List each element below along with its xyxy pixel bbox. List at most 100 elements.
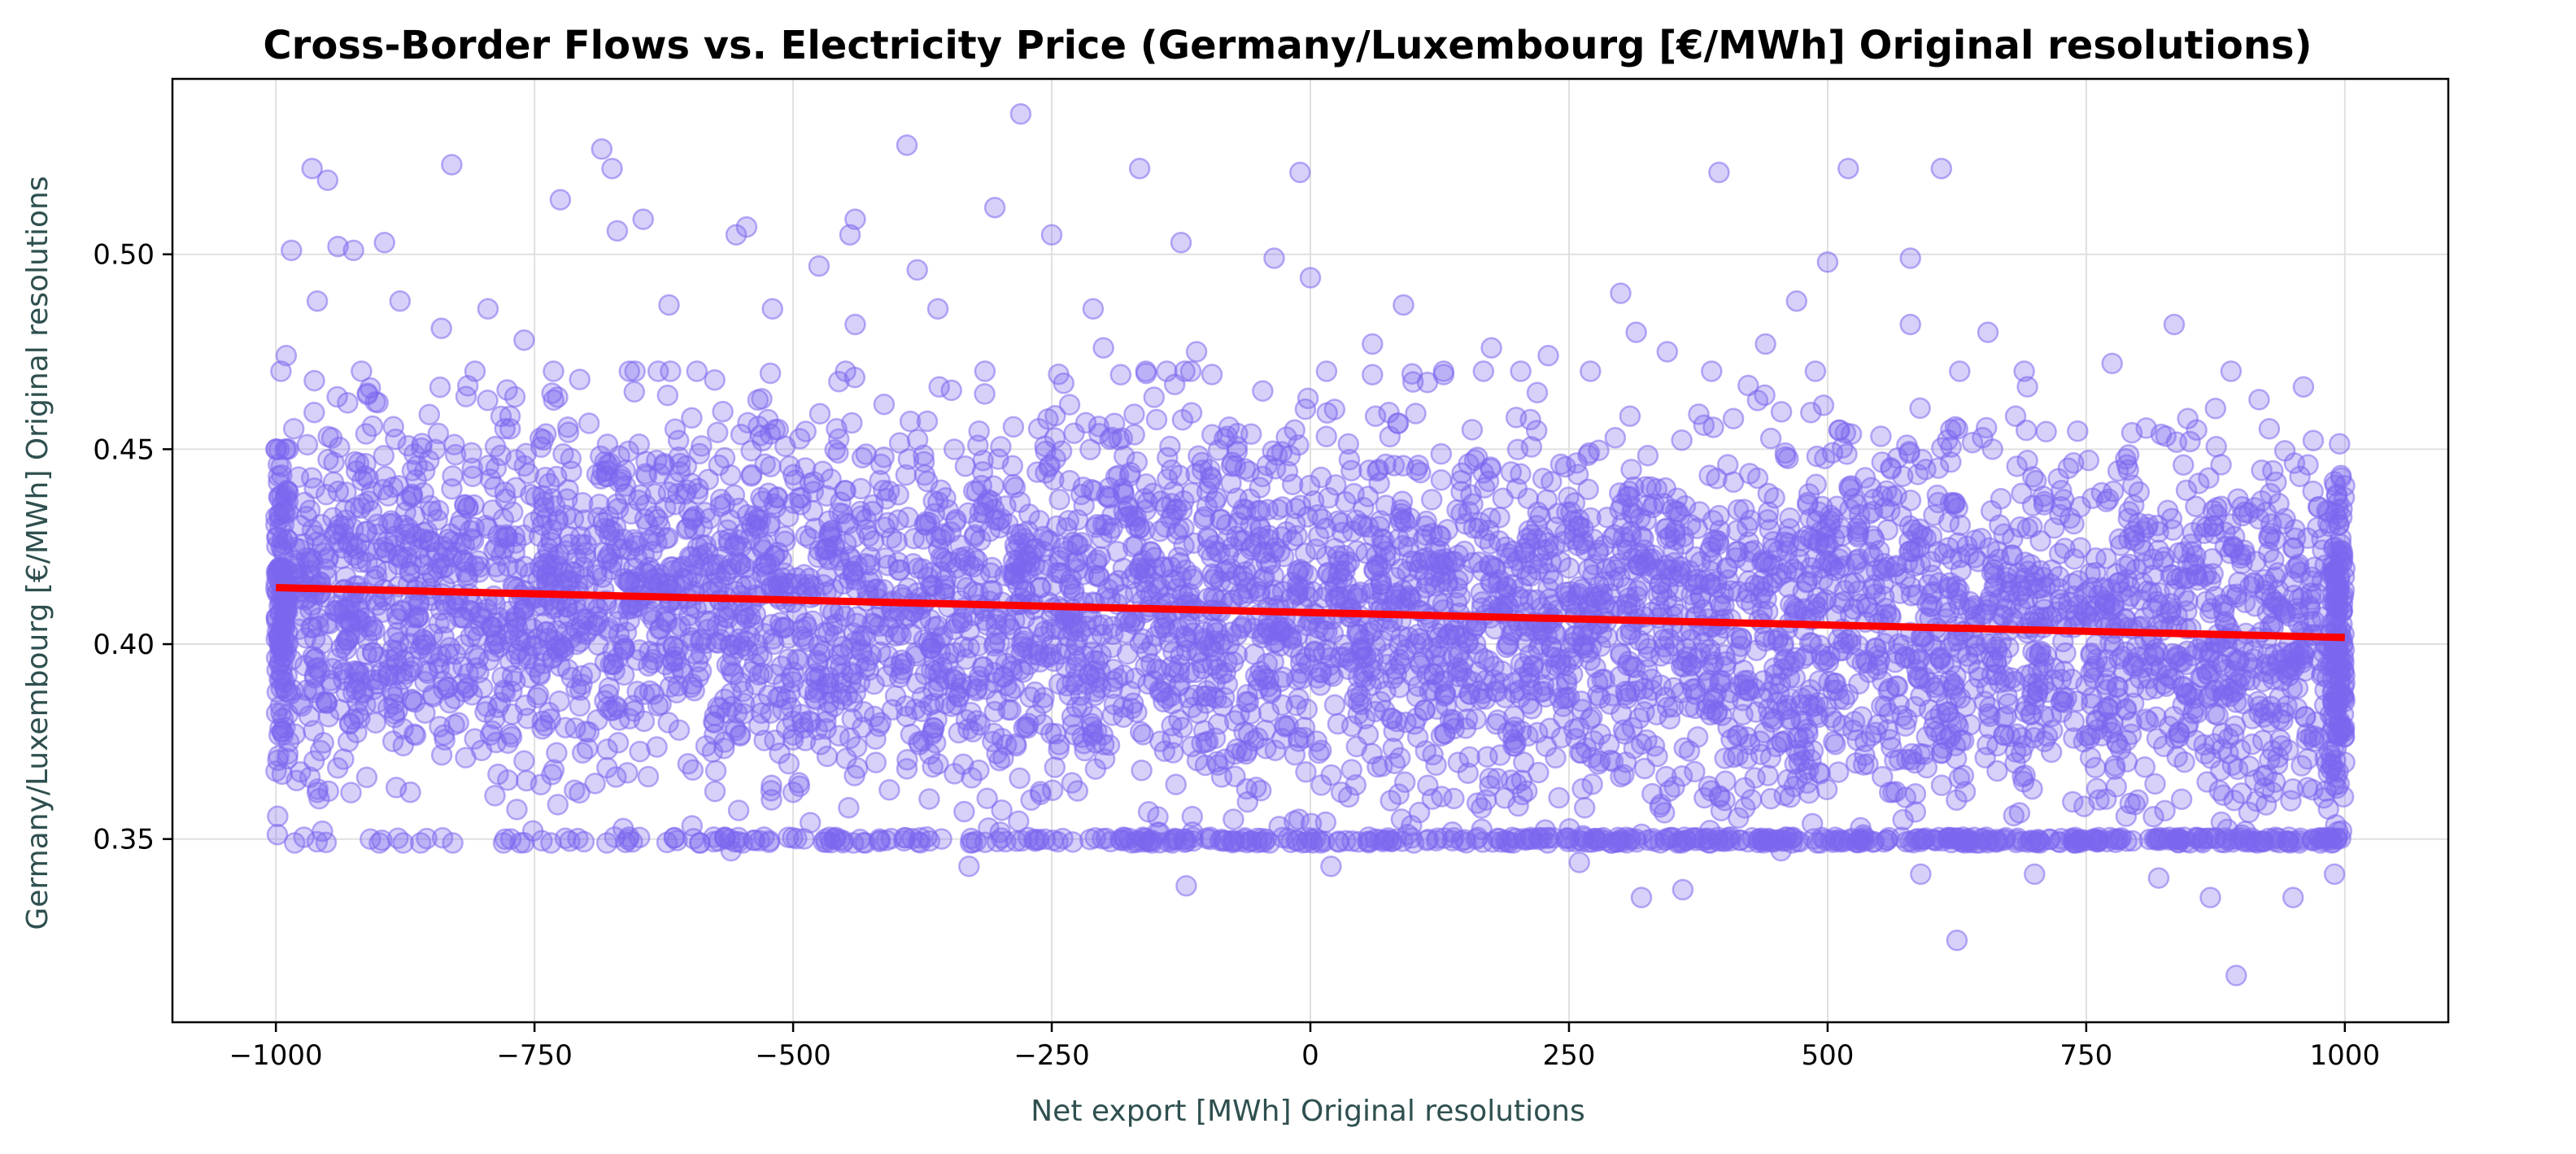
scatter-point-4276 [1049,674,1069,694]
scatter-point-4978 [2167,433,2186,452]
scatter-point-2088 [954,802,974,821]
scatter-point-4814 [1707,572,1727,591]
scatter-point-2828 [975,362,995,381]
scatter-point-4722 [1768,542,1788,561]
scatter-point-4463 [1047,516,1066,536]
scatter-point-3217 [1901,490,1920,510]
scatter-point-3507 [983,732,1002,751]
scatter-point-4940 [495,528,514,547]
scatter-point-3839 [311,741,330,760]
scatter-point-3309 [356,425,376,444]
scatter-point-4012 [898,507,918,527]
scatter-point-4846 [1418,776,1437,795]
scatter-point-4296 [2234,637,2253,656]
scatter-point-4914 [1941,638,1960,657]
scatter-point-3921 [1540,719,1559,738]
scatter-point-4505 [1027,463,1047,482]
scatter-point-4004 [1139,802,1158,821]
scatter-point-4238 [1967,644,1986,664]
scatter-point-4535 [478,390,498,410]
scatter-point-4852 [1736,681,1755,700]
scatter-point-4545 [960,638,979,658]
scatter-point-1027 [1506,407,1526,427]
scatter-point-4515 [953,755,973,774]
scatter-point-4837 [648,362,668,381]
scatter-point-4941 [1406,404,1426,424]
scatter-point-885 [1740,464,1759,483]
scatter-point-4614 [1614,528,1633,547]
scatter-point-4184 [2182,534,2201,554]
scatter-point-3939 [920,744,939,764]
scatter-point-4224 [1045,429,1065,448]
scatter-point-3117 [1583,774,1602,794]
scatter-point-46 [1828,763,1848,782]
scatter-point-4544 [2042,560,2062,580]
scatter-point-4888 [2150,595,2169,615]
scatter-point-2861 [1837,444,1857,464]
scatter-point-4435 [1380,403,1399,422]
scatter-point-4335 [1153,558,1172,577]
scatter-point-3441 [2110,529,2129,549]
scatter-point-4623 [1253,544,1272,564]
scatter-point-4114 [579,722,599,742]
scatter-point-3977 [1118,644,1137,664]
scatter-point-800 [620,362,639,381]
scatter-point-4119 [990,751,1009,770]
scatter-point-4948 [810,404,830,424]
scatter-point-2337 [956,456,975,476]
scatter-point-3559 [1134,725,1153,744]
scatter-point-4668 [2016,420,2036,440]
scatter-point-3319 [357,645,377,664]
scatter-point-3958 [1976,748,1995,768]
scatter-point-4678 [1317,622,1336,642]
scatter-point-4875 [2042,742,2061,762]
scatter-point-3110 [617,763,637,782]
scatter-point-4180 [1619,481,1639,501]
scatter-point-3779 [2206,398,2225,418]
scatter-point-2889 [305,478,325,498]
scatter-point-1864 [304,403,324,422]
scatter-point-2340 [1432,444,1451,464]
scatter-point-4664 [1205,567,1225,586]
scatter-point-4604 [2117,455,2137,475]
scatter-point-4798 [1262,683,1281,703]
scatter-point-3915 [1938,703,1958,722]
scatter-point-3946 [462,443,482,463]
scatter-point-2264 [1759,766,1778,786]
scatter-point-4917 [762,776,782,795]
scatter-point-4301 [1495,788,1515,808]
scatter-point-3861 [1738,376,1758,395]
scatter-point-3877 [1528,383,1547,403]
scatter-point-4796 [1162,494,1182,513]
scatter-point-793 [706,761,726,781]
scatter-point-4779 [755,731,774,751]
scatter-point-2467 [1580,362,1600,381]
scatter-point-1729 [1223,810,1243,830]
scatter-point-2727 [670,559,690,578]
scatter-point-184 [705,370,725,390]
scatter-point-3803 [1392,809,1411,829]
scatter-point-3527 [1283,475,1302,494]
scatter-point-4245 [877,489,896,508]
scatter-point-3172 [1256,738,1275,758]
scatter-point-4213 [499,602,519,621]
scatter-point-4792 [2034,495,2054,515]
scatter-point-3000 [342,783,361,803]
scatter-point-4775 [871,642,891,662]
scatter-point-3215 [1511,362,1531,381]
scatter-point-4851 [2081,748,2100,768]
scatter-point-3691 [1550,788,1569,808]
scatter-point-3943 [1347,737,1366,756]
scatter-point-1681 [1759,484,1778,503]
scatter-point-4416 [1928,486,1947,505]
scatter-point-3989 [1192,734,1212,753]
scatter-point-3865 [1522,525,1541,545]
scatter-point-3645 [876,548,896,568]
scatter-point-4378 [896,696,916,716]
scatter-point-4896 [1063,715,1083,734]
scatter-point-4886 [2095,595,2115,615]
scatter-point-4919 [1170,466,1189,486]
scatter-point-2776 [713,402,733,421]
scatter-point-2831 [2275,441,2295,460]
